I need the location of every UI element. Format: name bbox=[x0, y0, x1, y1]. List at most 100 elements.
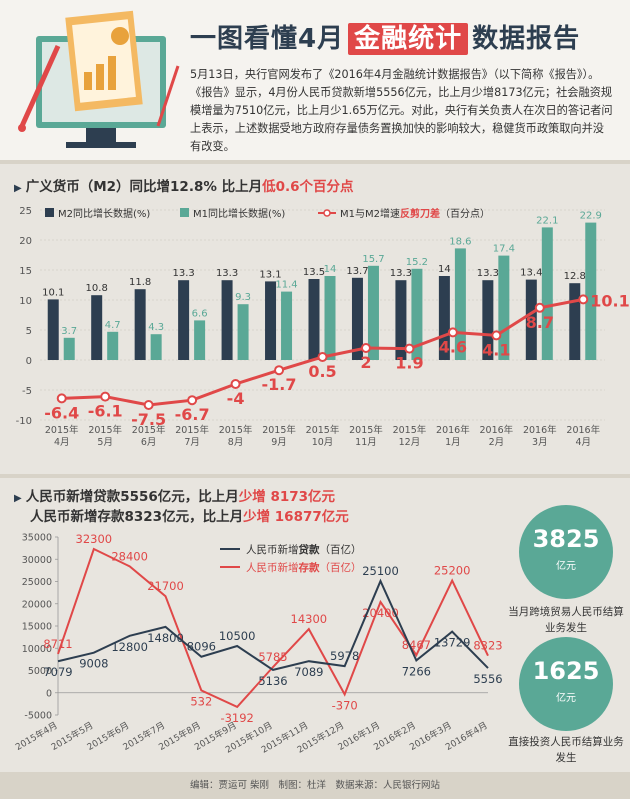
m1-data-label: 11.4 bbox=[275, 280, 297, 291]
x-tick-label: 9月 bbox=[271, 437, 287, 448]
x-tick-label: 2015年 bbox=[175, 424, 209, 436]
m2-bar bbox=[91, 295, 103, 360]
deposit-data-label: 5785 bbox=[258, 650, 287, 664]
monitor-illustration bbox=[18, 10, 180, 148]
y-tick-label: 15 bbox=[19, 266, 32, 277]
deposit-data-label: 8711 bbox=[43, 637, 72, 651]
gap-data-label: -6.1 bbox=[88, 402, 123, 421]
m1-bar bbox=[585, 222, 597, 360]
m2-data-label: 13.4 bbox=[520, 268, 542, 279]
gap-data-label: 10.1 bbox=[590, 291, 629, 310]
deposit-data-label: 21700 bbox=[147, 579, 184, 593]
loan-data-label: 7079 bbox=[43, 665, 72, 679]
gap-data-label: 0.5 bbox=[308, 362, 336, 381]
deposit-data-label: 32300 bbox=[76, 532, 113, 546]
y-tick-label: 35000 bbox=[22, 533, 52, 544]
m2-data-label: 13.3 bbox=[390, 268, 412, 279]
gap-data-label: 1.9 bbox=[395, 354, 423, 373]
y-tick-label: -5 bbox=[22, 386, 32, 397]
y-tick-label: -5000 bbox=[24, 711, 52, 722]
y-tick-label: 30000 bbox=[22, 555, 52, 566]
m2-data-label: 13.3 bbox=[216, 268, 238, 279]
section2-title-1: ▶ 人民币新增贷款5556亿元，比上月少增 8173亿元 bbox=[14, 489, 336, 505]
circle-caption: 直接投资人民币结算业务发生 bbox=[508, 736, 624, 764]
x-tick-label: 10月 bbox=[312, 437, 334, 448]
gap-data-label: -6.7 bbox=[175, 405, 210, 424]
m2-data-label: 13.1 bbox=[259, 269, 281, 280]
m1-data-label: 22.9 bbox=[580, 211, 602, 222]
gap-data-label: -7.5 bbox=[131, 410, 166, 429]
footer: 编辑：贾运可 柴刚 制图：杜洋 数据来源：人民银行网站 bbox=[0, 772, 630, 799]
x-tick-label: 6月 bbox=[141, 437, 157, 448]
y-tick-label: 20 bbox=[19, 236, 32, 247]
y-tick-label: 0 bbox=[46, 688, 52, 699]
y-tick-label: 10 bbox=[19, 296, 32, 307]
m1-bar bbox=[237, 304, 249, 360]
m1-bar bbox=[367, 265, 379, 360]
m1-bar bbox=[281, 291, 293, 360]
legend-label-gap: M1与M2增速反剪刀差（百分点） bbox=[340, 207, 490, 220]
loan-data-label: 8096 bbox=[187, 640, 216, 654]
legend-label-part: 人民币新增 bbox=[246, 561, 299, 574]
deposit-data-label: -3192 bbox=[220, 711, 253, 725]
loan-data-label: 5978 bbox=[330, 649, 359, 663]
intro-text: 5月13日，央行官网发布了《2016年4月金融统计数据报告》（以下简称《报告》）… bbox=[190, 68, 613, 153]
x-tick-label: 12月 bbox=[399, 437, 421, 448]
loan-data-label: 9008 bbox=[79, 657, 108, 671]
loan-data-label: 7266 bbox=[402, 664, 431, 678]
m2-bar bbox=[47, 299, 59, 360]
loan-data-label: 5556 bbox=[473, 672, 502, 686]
legend-label-m2: M2同比增长数据(%) bbox=[58, 207, 150, 220]
m1-bar bbox=[411, 268, 423, 360]
x-tick-label: 2016年 bbox=[480, 424, 514, 436]
m1-data-label: 4.7 bbox=[105, 320, 121, 331]
gap-data-label: 2 bbox=[360, 353, 371, 372]
m2-data-label: 13.3 bbox=[477, 268, 499, 279]
gap-point bbox=[404, 343, 415, 354]
x-tick-label: 8月 bbox=[228, 437, 244, 448]
m1-data-label: 14 bbox=[324, 264, 337, 275]
legend-swatch-m2 bbox=[45, 208, 54, 217]
loan-data-label: 25100 bbox=[362, 564, 399, 578]
y-tick-label: 25000 bbox=[22, 577, 52, 588]
gap-point bbox=[143, 400, 154, 410]
m1-data-label: 17.4 bbox=[493, 244, 515, 255]
m1-data-label: 9.3 bbox=[235, 292, 251, 303]
legend-label-loan: 人民币新增贷款（百亿） bbox=[246, 543, 362, 556]
triangle-icon: ▶ bbox=[14, 183, 22, 194]
deposit-data-label: 8323 bbox=[473, 639, 502, 653]
y-tick-label: 10000 bbox=[22, 644, 52, 655]
m1-data-label: 15.2 bbox=[406, 257, 428, 268]
x-tick-label: 2015年 bbox=[393, 424, 427, 436]
deposit-data-label: 8467 bbox=[402, 638, 431, 652]
m1-bar bbox=[107, 331, 119, 360]
y-tick-label: -10 bbox=[16, 416, 32, 427]
divider bbox=[0, 474, 630, 478]
deposit-data-label: 532 bbox=[190, 694, 212, 708]
m2-data-label: 10.1 bbox=[42, 287, 64, 298]
gap-data-label: -1.7 bbox=[262, 375, 297, 394]
m1-data-label: 15.7 bbox=[362, 254, 384, 265]
y-tick-label: 5000 bbox=[28, 666, 52, 677]
x-tick-label: 2016年 bbox=[566, 424, 600, 436]
x-tick-label: 2016年 bbox=[523, 424, 557, 436]
loan-data-label: 7089 bbox=[294, 665, 323, 679]
deposit-line bbox=[57, 547, 489, 709]
gap-point bbox=[360, 343, 371, 353]
x-tick-label: 2015年 bbox=[306, 424, 340, 436]
m1-data-label: 22.1 bbox=[536, 215, 558, 226]
triangle-icon: ▶ bbox=[14, 493, 22, 504]
gap-data-label: 4.1 bbox=[482, 340, 510, 359]
x-tick-label: 2015年 bbox=[132, 424, 166, 436]
deposit-data-label: 25200 bbox=[434, 564, 471, 578]
gap-point bbox=[317, 352, 328, 362]
gap-point bbox=[447, 327, 458, 338]
m2-bar bbox=[178, 280, 190, 360]
m1-data-label: 4.3 bbox=[148, 322, 164, 333]
loan-data-label: 13729 bbox=[434, 636, 471, 650]
gap-point bbox=[274, 365, 285, 376]
gap-point bbox=[534, 302, 545, 313]
gap-data-label: 4.6 bbox=[439, 337, 467, 356]
legend-swatch-gap-marker bbox=[323, 209, 331, 217]
m2-bar bbox=[438, 276, 450, 360]
